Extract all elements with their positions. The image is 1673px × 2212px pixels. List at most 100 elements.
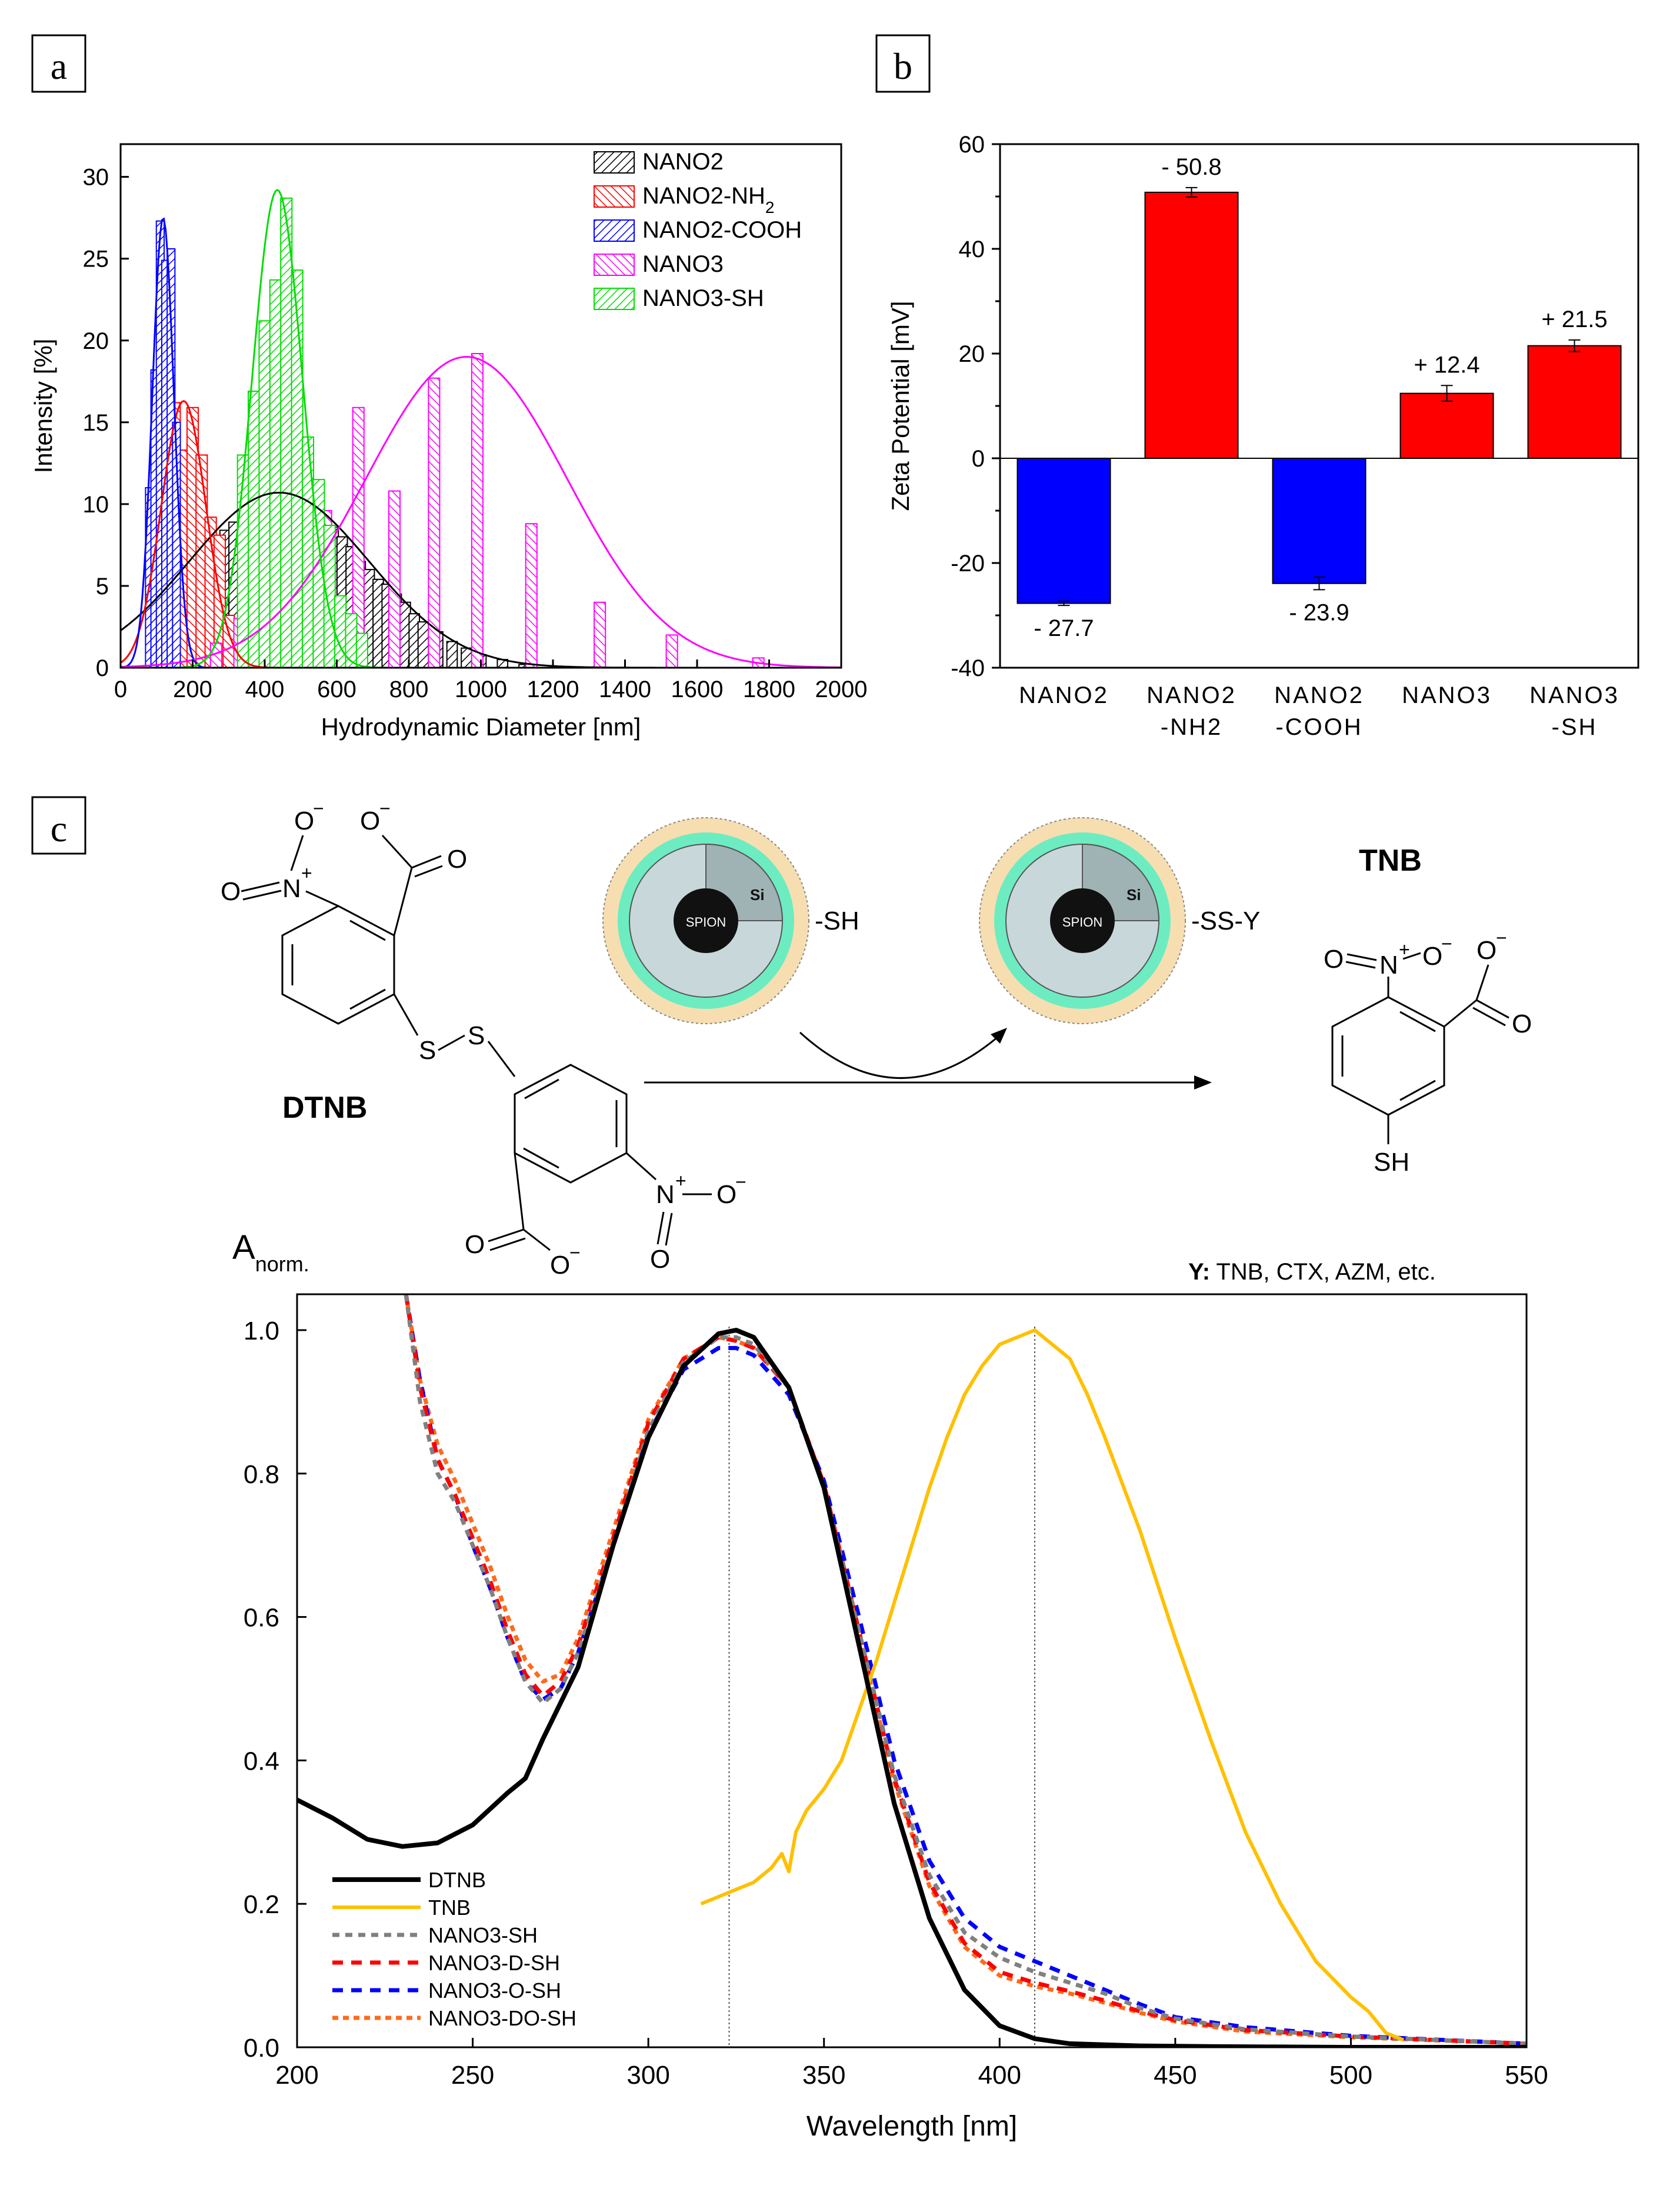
x-category-label: NANO3 bbox=[1402, 682, 1492, 708]
panel-c-label-box bbox=[31, 796, 86, 855]
fit-curve bbox=[120, 217, 211, 669]
x-tick-label: 400 bbox=[978, 2061, 1021, 2090]
legend-label: DTNB bbox=[428, 1868, 486, 1892]
tnb-n: N bbox=[1379, 951, 1398, 980]
x-axis-title: Hydrodynamic Diameter [nm] bbox=[321, 713, 641, 741]
dtnb-o-5: O bbox=[465, 1230, 485, 1259]
y-tick-label: -20 bbox=[951, 551, 985, 577]
tnb-o-minus-2: O bbox=[1477, 936, 1497, 965]
series-nano3-sh bbox=[236, 197, 368, 668]
tnb-molecule: TNB N + O O − O − O SH bbox=[1324, 844, 1532, 1177]
bar bbox=[665, 634, 678, 668]
legend-label: NANO3-SH bbox=[642, 285, 764, 311]
bar bbox=[269, 279, 282, 668]
dtnb-s-2: S bbox=[468, 1021, 485, 1050]
tnb-label: TNB bbox=[1359, 844, 1422, 878]
dtnb-o-2: O bbox=[221, 877, 241, 906]
bar bbox=[417, 621, 429, 668]
panel-a: a 0 200 400 600 800 1000 1200 1400 1600 1800 20000… bbox=[29, 34, 867, 741]
y-tick-label: 0.6 bbox=[244, 1604, 279, 1633]
bar bbox=[355, 632, 368, 668]
y-tick-label: 0 bbox=[96, 655, 109, 681]
y-axis-title: Zeta Potential [mV] bbox=[887, 301, 914, 511]
data-label: + 12.4 bbox=[1414, 352, 1479, 378]
x-category-label: NANO2 bbox=[1019, 682, 1109, 708]
y-note: Y: TNB, CTX, AZM, etc. bbox=[1188, 1259, 1436, 1285]
legend-label: NANO3-DO-SH bbox=[428, 2006, 576, 2030]
nanoparticle-ssy: SPION Si -SS-Y bbox=[979, 817, 1260, 1024]
panel-a-label-box bbox=[31, 34, 86, 93]
data-label: - 50.8 bbox=[1161, 154, 1221, 180]
bar bbox=[345, 613, 358, 668]
legend-label: NANO2-NH2 bbox=[642, 183, 774, 216]
legend-swatch bbox=[594, 151, 635, 174]
legend-swatch bbox=[594, 219, 635, 242]
y-tick-label: 0.4 bbox=[244, 1747, 279, 1775]
tnb-o-minus-1: O bbox=[1422, 942, 1442, 971]
tnb-o-1: O bbox=[1324, 945, 1344, 974]
fit-curve bbox=[120, 356, 842, 668]
svg-text:+: + bbox=[301, 862, 312, 884]
y-tick-label: 0.8 bbox=[244, 1460, 279, 1489]
x-tick-label: 800 bbox=[389, 677, 429, 702]
dtnb-o-1: O bbox=[447, 845, 467, 874]
data-label: - 23.9 bbox=[1289, 599, 1349, 625]
svg-text:−: − bbox=[735, 1171, 746, 1192]
fit-curve bbox=[176, 189, 391, 669]
y-tick-label: 1.0 bbox=[244, 1317, 279, 1345]
si-label-2: Si bbox=[1127, 886, 1141, 904]
x-axis-title: Wavelength [nm] bbox=[806, 2111, 1017, 2142]
dtnb-ring-2 bbox=[514, 1064, 628, 1184]
x-tick-label: 400 bbox=[245, 677, 285, 702]
x-tick-label: 1400 bbox=[599, 677, 651, 702]
fit-curve bbox=[120, 400, 283, 669]
y-tick-label: -40 bbox=[951, 655, 985, 681]
y-tick-label: 10 bbox=[83, 492, 109, 518]
x-category-label: -NH2 bbox=[1161, 714, 1222, 740]
bar bbox=[594, 601, 606, 668]
bar bbox=[388, 490, 401, 668]
chart-b: - 27.7 NANO2 - 50.8 NANO2 -NH2 - 23.9 NANO2 -CO… bbox=[887, 132, 1639, 740]
x-tick-label: 600 bbox=[317, 677, 356, 702]
ssy-group-label: -SS-Y bbox=[1191, 907, 1260, 935]
legend-label: NANO3-D-SH bbox=[428, 1951, 560, 1975]
bar bbox=[1144, 191, 1239, 459]
dtnb-o-minus-1: O bbox=[360, 807, 380, 835]
bar bbox=[248, 390, 261, 668]
sh-group-label: -SH bbox=[815, 907, 859, 935]
plot-frame bbox=[296, 1293, 1528, 2048]
panel-c-label: c bbox=[51, 808, 67, 850]
si-label-1: Si bbox=[750, 886, 765, 904]
series-nano3-sh bbox=[404, 1294, 1527, 2046]
y-tick-label: 25 bbox=[83, 246, 109, 272]
bar bbox=[461, 647, 472, 668]
y-axis-title: Intensity [%] bbox=[29, 339, 57, 474]
dtnb-n-2: N bbox=[656, 1180, 675, 1209]
legend-label: NANO3-O-SH bbox=[428, 1978, 561, 2003]
dtnb-o-4: O bbox=[650, 1245, 670, 1274]
panel-a-label: a bbox=[51, 45, 67, 87]
x-tick-label: 1200 bbox=[527, 677, 579, 702]
dtnb-o-minus-2: O bbox=[294, 807, 314, 835]
bar bbox=[1017, 458, 1111, 604]
data-label: + 21.5 bbox=[1541, 307, 1607, 332]
y-tick-label: 30 bbox=[83, 165, 109, 191]
legend-swatch bbox=[594, 288, 635, 310]
tnb-ring bbox=[1331, 996, 1445, 1116]
y-tick-label: 20 bbox=[959, 341, 985, 367]
reaction-arrow bbox=[644, 1028, 1212, 1090]
dtnb-ring-1 bbox=[281, 905, 395, 1025]
bar bbox=[1272, 458, 1367, 584]
x-tick-label: 550 bbox=[1505, 2061, 1548, 2090]
bar bbox=[525, 523, 538, 668]
bar bbox=[301, 436, 315, 668]
legend-label: NANO3-SH bbox=[428, 1923, 538, 1947]
y-tick-label: 0.0 bbox=[244, 2034, 279, 2063]
bar bbox=[236, 454, 249, 668]
panel-c: c O − O N + O O − bbox=[31, 796, 1532, 1285]
legend-swatch bbox=[594, 254, 635, 276]
x-category-label: NANO2 bbox=[1147, 682, 1237, 708]
bar bbox=[323, 525, 336, 668]
svg-text:+: + bbox=[1399, 939, 1410, 960]
